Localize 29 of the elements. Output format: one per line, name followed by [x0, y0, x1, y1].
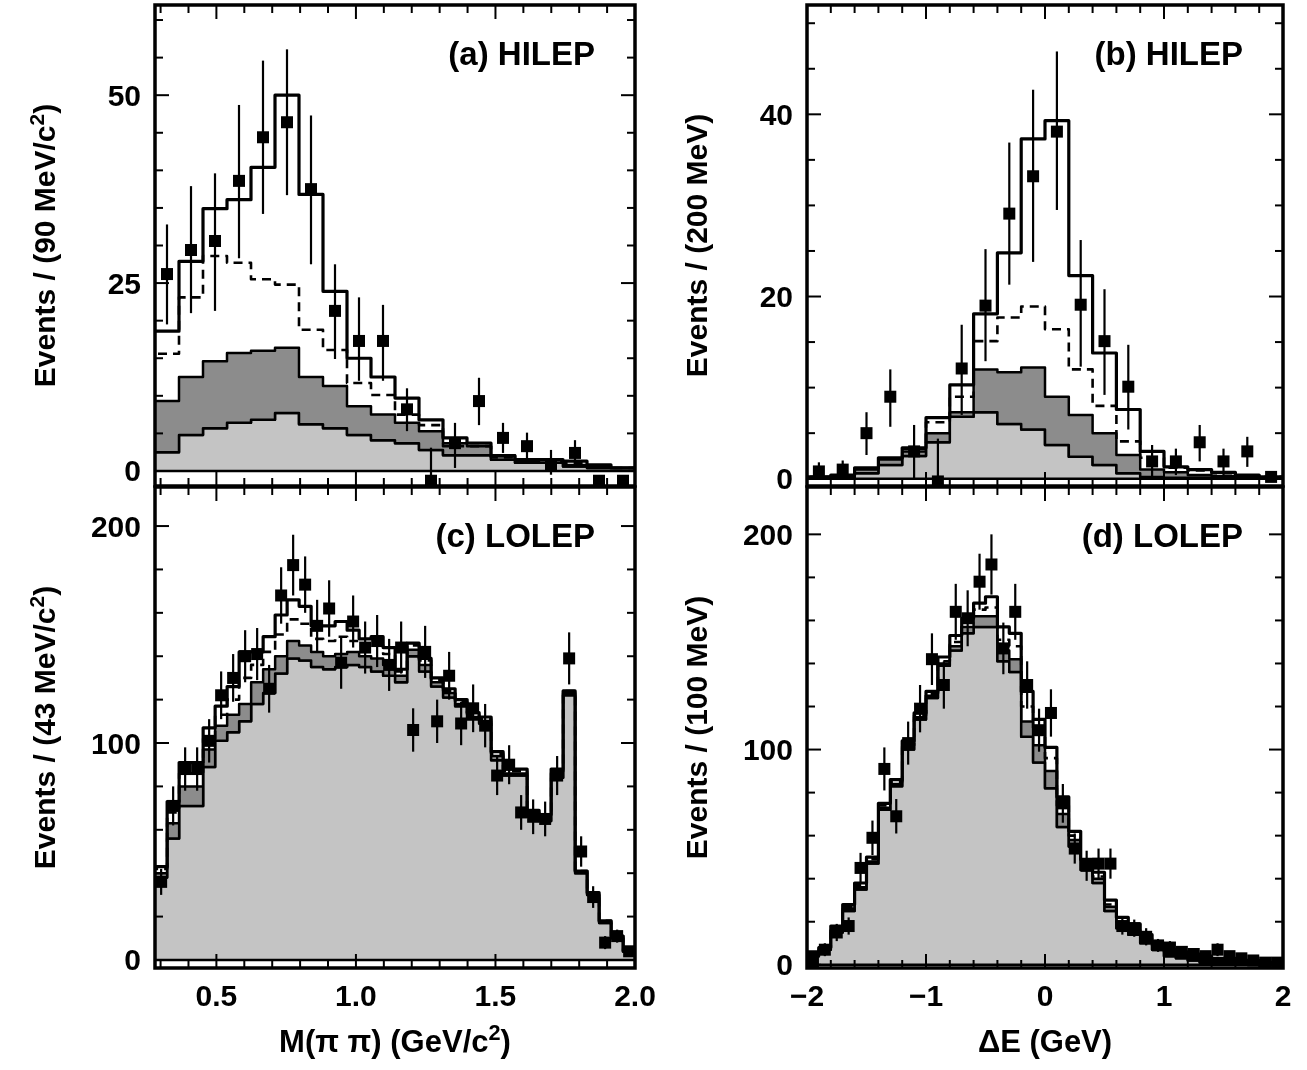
y-tick-label: 200 [90, 509, 141, 543]
x-tick-label: −2 [789, 979, 825, 1012]
x-tick-label: 1 [1155, 979, 1173, 1012]
x-axis-title: ΔE (GeV) [977, 1024, 1113, 1059]
text: (a) HILEP [448, 35, 595, 72]
y-tick-label: 100 [742, 733, 793, 767]
y-tick-label: 25 [107, 266, 141, 300]
x-tick-label: −1 [908, 979, 944, 1012]
y-tick-label: 200 [742, 517, 793, 551]
x-tick-label: 0 [1036, 979, 1054, 1012]
y-tick-label: 40 [759, 97, 793, 131]
text: (d) LOLEP [1081, 517, 1243, 554]
text: (c) LOLEP [435, 517, 595, 554]
x-axis-title: M(π π) (GeV/c$^{2}$) [279, 1019, 511, 1059]
x-tick-label: 1.5 [474, 979, 517, 1012]
y-tick-label: 100 [90, 726, 141, 760]
y-tick-label: 20 [759, 280, 793, 314]
x-tick-label: 1.0 [335, 979, 377, 1012]
y-tick-label: 0 [776, 462, 793, 496]
y-tick-label: 50 [107, 78, 141, 112]
x-tick-label: 0.5 [195, 979, 238, 1012]
x-tick-label: 2.0 [614, 979, 656, 1012]
y-axis-title: Events / (100 MeV) [680, 595, 713, 860]
x-tick-label: 2 [1274, 979, 1292, 1012]
y-tick-label: 0 [776, 948, 793, 982]
text: (b) HILEP [1094, 35, 1243, 72]
y-tick-label: 0 [124, 943, 141, 977]
y-tick-label: 0 [124, 454, 141, 488]
y-axis-title: Events / (200 MeV) [680, 113, 713, 378]
